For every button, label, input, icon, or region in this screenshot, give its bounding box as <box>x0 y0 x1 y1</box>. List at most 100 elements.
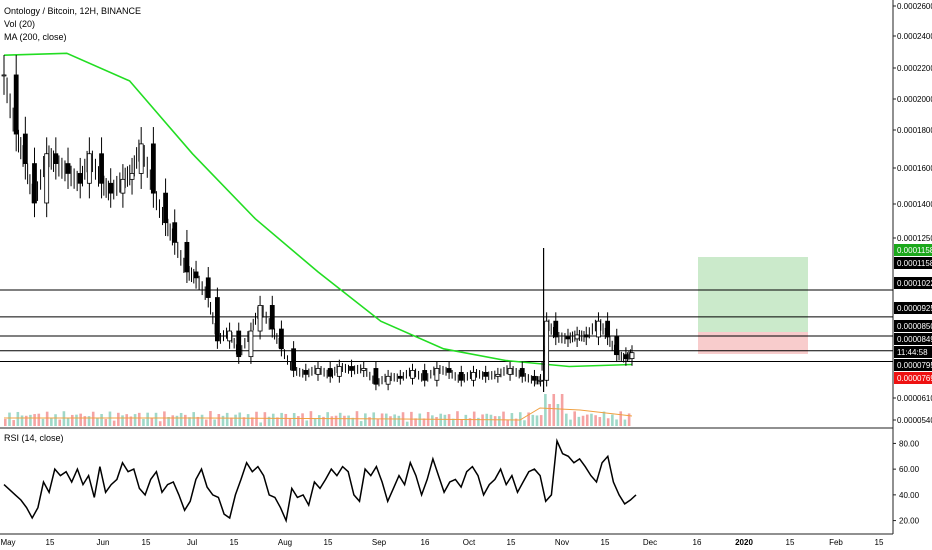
price-badge-label: 0.0000850 <box>897 322 932 331</box>
volume-bar <box>531 414 535 426</box>
candle-body <box>1 74 7 77</box>
chart-title: Ontology / Bitcoin, 12H, BINANCE <box>4 6 141 16</box>
volume-bar <box>163 411 166 426</box>
volume-bar <box>301 413 304 426</box>
volume-bar <box>443 414 447 426</box>
volume-bar <box>41 418 45 426</box>
rsi-tick-label: 60.00 <box>899 465 920 474</box>
target-zone[interactable] <box>698 257 808 332</box>
volume-bar <box>184 414 187 426</box>
candle-body <box>257 305 263 332</box>
volume-bar <box>24 415 28 426</box>
volume-bar <box>322 416 325 426</box>
volume-bar <box>472 411 476 426</box>
price-badge-label: 0.0000849 <box>897 335 932 344</box>
volume-bar <box>594 415 597 426</box>
candle-body <box>269 305 275 330</box>
volume-bar <box>518 412 522 426</box>
volume-bar <box>598 417 602 426</box>
volume-bar <box>142 418 145 426</box>
price-badge-bg <box>894 277 932 289</box>
time-tick-label: May <box>0 538 15 547</box>
stop-zone[interactable] <box>698 332 808 354</box>
volume-bar <box>121 415 124 426</box>
price-badge-bg <box>894 333 932 345</box>
rsi-tick-label: 80.00 <box>899 439 920 448</box>
vol-legend: Vol (20) <box>4 19 35 29</box>
candle-body <box>422 370 428 381</box>
volume-bar <box>104 418 108 426</box>
candle-body <box>471 371 476 381</box>
price-badge-label: 0.0001158 <box>897 259 932 268</box>
volume-bar <box>477 417 480 426</box>
volume-bar <box>523 420 526 426</box>
volume-bar <box>246 414 250 426</box>
time-tick-label: Dec <box>643 538 657 547</box>
volume-bar <box>565 413 568 426</box>
volume-bar <box>251 417 254 426</box>
candle-body <box>315 368 321 375</box>
candle-body <box>495 373 501 377</box>
candles <box>1 55 635 392</box>
time-tick-label: 15 <box>46 538 55 547</box>
volume-bar <box>58 419 62 426</box>
volume-bar <box>276 417 279 426</box>
volume-bar <box>146 412 149 426</box>
volume-bar <box>447 414 451 426</box>
volume-bar <box>4 419 7 426</box>
volume-bar <box>393 414 396 426</box>
volume-bar <box>133 414 137 426</box>
volume-bar <box>75 414 78 426</box>
volume-bar <box>45 411 49 426</box>
volume-bar <box>489 414 493 426</box>
candle-body <box>227 330 232 342</box>
volume-bar <box>560 394 564 426</box>
candle-body <box>120 178 126 194</box>
volume-bar <box>573 411 576 426</box>
volume-bar <box>188 417 191 426</box>
volume-bar <box>539 415 543 426</box>
time-tick-label: Aug <box>278 538 292 547</box>
volume-bar <box>359 421 363 426</box>
volume-bar <box>556 404 560 426</box>
price-badge-label: 0.0000795 <box>897 361 932 370</box>
volume-bar <box>506 419 509 426</box>
volume-bar <box>16 411 20 426</box>
price-badge-label: 0.0001022 <box>897 279 932 288</box>
volume-bar <box>96 418 99 426</box>
candle-body <box>77 173 83 184</box>
price-tick-label: 0.0002000 <box>897 95 932 104</box>
candle-body <box>163 192 168 224</box>
time-tick-label: Feb <box>829 538 843 547</box>
candle-body <box>458 371 464 381</box>
candle-body <box>361 368 367 371</box>
volume-bar <box>313 418 317 426</box>
time-tick-label: Sep <box>372 538 387 547</box>
volume-bar <box>200 414 204 426</box>
candle-body <box>129 173 135 180</box>
time-tick-label: Jun <box>97 538 110 547</box>
volume-bar <box>284 413 288 426</box>
time-tick-label: 15 <box>875 538 884 547</box>
price-tick-label: 0.0002200 <box>897 64 932 73</box>
time-tick-label: Oct <box>463 538 476 547</box>
price-pane <box>0 0 893 428</box>
candle-body <box>544 320 550 381</box>
volume-bar <box>54 414 57 426</box>
candle-body <box>248 330 254 358</box>
candle-body <box>65 163 71 174</box>
volume-bar <box>37 413 41 426</box>
candle-body <box>291 348 297 371</box>
candle-body <box>349 366 354 371</box>
price-tick-label: 0.0001600 <box>897 164 932 173</box>
volume-bar <box>464 414 468 426</box>
time-tick-label: 16 <box>693 538 702 547</box>
volume-bar <box>255 411 258 426</box>
volume-bar <box>481 414 484 426</box>
price-badge-bg <box>894 359 932 371</box>
volume-bar <box>627 413 631 426</box>
price-tick-label: 0.0001400 <box>897 200 932 209</box>
price-badge-label: 0.0001158 <box>897 246 932 255</box>
volume-bar <box>62 411 66 426</box>
price-badge-bg <box>894 346 932 358</box>
